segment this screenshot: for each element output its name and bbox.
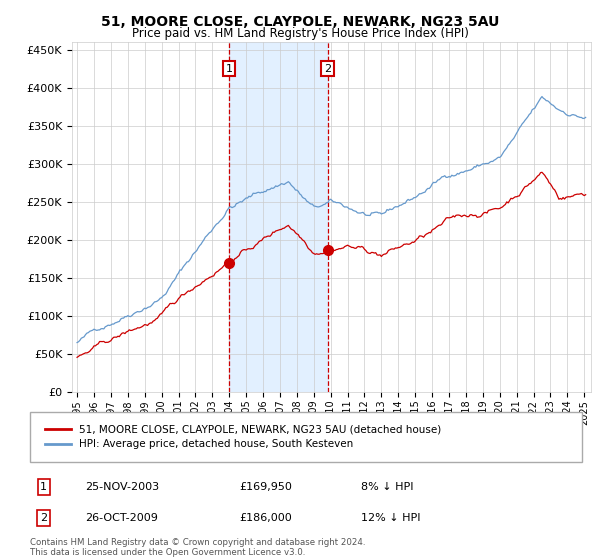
Text: 51, MOORE CLOSE, CLAYPOLE, NEWARK, NG23 5AU: 51, MOORE CLOSE, CLAYPOLE, NEWARK, NG23 … — [101, 15, 499, 29]
Text: 8% ↓ HPI: 8% ↓ HPI — [361, 482, 414, 492]
Bar — [229, 42, 328, 392]
Text: 26-OCT-2009: 26-OCT-2009 — [85, 513, 158, 523]
Legend: 51, MOORE CLOSE, CLAYPOLE, NEWARK, NG23 5AU (detached house), HPI: Average price: 51, MOORE CLOSE, CLAYPOLE, NEWARK, NG23 … — [41, 420, 446, 454]
Text: £169,950: £169,950 — [240, 482, 293, 492]
Text: 2: 2 — [324, 64, 331, 73]
Text: 1: 1 — [40, 482, 47, 492]
Text: Price paid vs. HM Land Registry's House Price Index (HPI): Price paid vs. HM Land Registry's House … — [131, 27, 469, 40]
Text: £186,000: £186,000 — [240, 513, 293, 523]
FancyBboxPatch shape — [30, 412, 582, 462]
Text: Contains HM Land Registry data © Crown copyright and database right 2024.
This d: Contains HM Land Registry data © Crown c… — [30, 538, 365, 557]
Text: 25-NOV-2003: 25-NOV-2003 — [85, 482, 160, 492]
Text: 12% ↓ HPI: 12% ↓ HPI — [361, 513, 421, 523]
Text: 1: 1 — [226, 64, 233, 73]
Text: 2: 2 — [40, 513, 47, 523]
